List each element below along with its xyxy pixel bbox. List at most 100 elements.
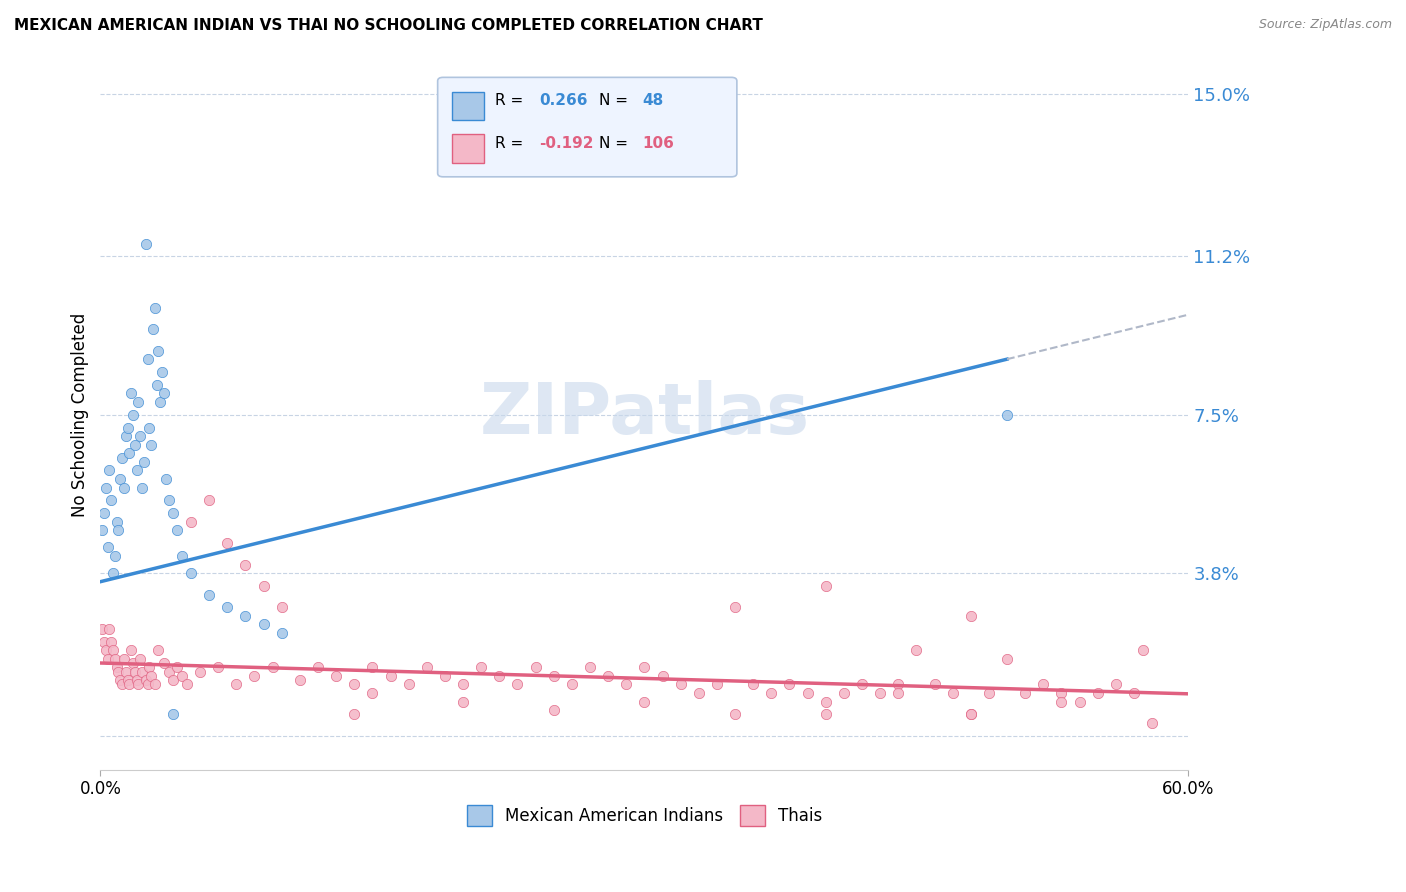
Point	[148, 343, 170, 358]
Point	[270, 626, 292, 640]
Point	[543, 703, 565, 717]
Point	[688, 686, 710, 700]
Point	[724, 707, 747, 722]
Point	[101, 643, 124, 657]
Point	[124, 665, 146, 679]
Point	[742, 677, 765, 691]
Point	[122, 656, 145, 670]
Point	[166, 524, 188, 538]
Point	[127, 677, 149, 691]
Point	[138, 420, 160, 434]
Point	[343, 707, 366, 722]
Point	[887, 686, 910, 700]
FancyBboxPatch shape	[451, 92, 485, 120]
Point	[114, 665, 136, 679]
Point	[243, 669, 266, 683]
Point	[217, 600, 239, 615]
Point	[761, 686, 783, 700]
Point	[136, 677, 159, 691]
Point	[180, 566, 202, 581]
Point	[93, 634, 115, 648]
Point	[288, 673, 311, 687]
Point	[959, 707, 981, 722]
Point	[129, 429, 152, 443]
Point	[633, 694, 655, 708]
Point	[1069, 694, 1091, 708]
Point	[924, 677, 946, 691]
Point	[1032, 677, 1054, 691]
Point	[150, 365, 173, 379]
Text: 0.266: 0.266	[538, 94, 588, 108]
Point	[488, 669, 510, 683]
Point	[110, 472, 132, 486]
Point	[157, 665, 180, 679]
Point	[343, 677, 366, 691]
Point	[724, 600, 747, 615]
Point	[94, 643, 117, 657]
Point	[524, 660, 547, 674]
Point	[198, 493, 221, 508]
Point	[107, 665, 129, 679]
Point	[814, 579, 837, 593]
Point	[105, 660, 128, 674]
Text: MEXICAN AMERICAN INDIAN VS THAI NO SCHOOLING COMPLETED CORRELATION CHART: MEXICAN AMERICAN INDIAN VS THAI NO SCHOO…	[14, 18, 763, 33]
Point	[136, 352, 159, 367]
Point	[91, 622, 114, 636]
Point	[107, 524, 129, 538]
Point	[959, 609, 981, 624]
Point	[129, 651, 152, 665]
Point	[225, 677, 247, 691]
Text: 106: 106	[643, 136, 673, 151]
Point	[814, 694, 837, 708]
Point	[138, 660, 160, 674]
Point	[959, 707, 981, 722]
Point	[135, 673, 157, 687]
Point	[100, 634, 122, 648]
Point	[143, 301, 166, 315]
Text: -0.192: -0.192	[538, 136, 593, 151]
Point	[124, 438, 146, 452]
Point	[262, 660, 284, 674]
Text: R =: R =	[495, 136, 529, 151]
Point	[995, 651, 1018, 665]
Point	[100, 493, 122, 508]
Point	[887, 677, 910, 691]
Point	[111, 450, 134, 465]
Point	[814, 707, 837, 722]
Point	[1050, 694, 1073, 708]
Point	[117, 673, 139, 687]
Text: Source: ZipAtlas.com: Source: ZipAtlas.com	[1258, 18, 1392, 31]
Point	[832, 686, 855, 700]
Point	[307, 660, 329, 674]
Point	[139, 438, 162, 452]
Point	[506, 677, 529, 691]
Point	[1123, 686, 1146, 700]
Point	[778, 677, 800, 691]
Text: N =: N =	[599, 136, 633, 151]
Point	[132, 455, 155, 469]
Point	[252, 617, 274, 632]
Point	[155, 472, 177, 486]
Point	[131, 665, 153, 679]
Point	[110, 673, 132, 687]
Point	[1014, 686, 1036, 700]
Point	[1087, 686, 1109, 700]
Point	[153, 656, 176, 670]
Point	[105, 515, 128, 529]
Point	[122, 408, 145, 422]
Point	[1132, 643, 1154, 657]
Point	[416, 660, 439, 674]
Point	[118, 446, 141, 460]
Point	[114, 429, 136, 443]
Point	[270, 600, 292, 615]
Point	[561, 677, 583, 691]
Point	[142, 322, 165, 336]
Point	[380, 669, 402, 683]
Point	[579, 660, 602, 674]
Point	[98, 622, 121, 636]
Point	[252, 579, 274, 593]
Point	[93, 506, 115, 520]
Point	[112, 651, 135, 665]
Point	[235, 558, 257, 572]
Point	[633, 660, 655, 674]
